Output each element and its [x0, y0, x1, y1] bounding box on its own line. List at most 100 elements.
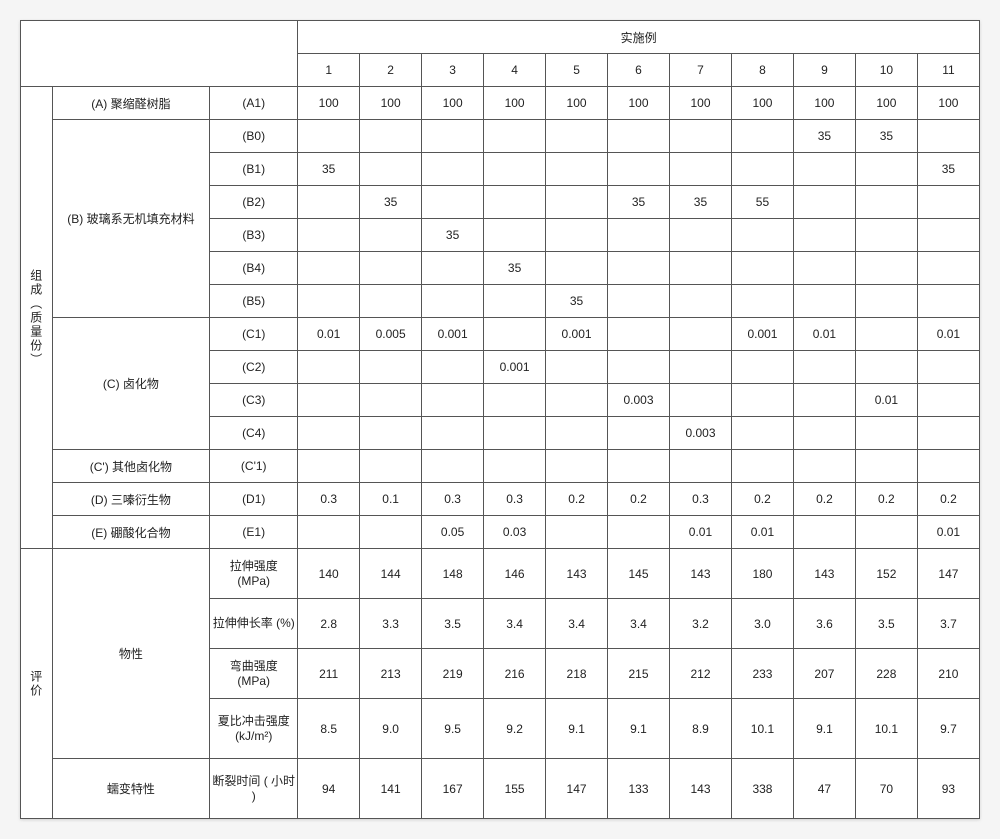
- cell: 0.001: [484, 351, 546, 384]
- cell: 9.1: [608, 699, 670, 759]
- cell: 210: [917, 649, 979, 699]
- cell: [484, 285, 546, 318]
- cell: [670, 318, 732, 351]
- col-8: 8: [731, 54, 793, 87]
- cell: [298, 417, 360, 450]
- cell: 0.003: [670, 417, 732, 450]
- code-B2: (B2): [210, 186, 298, 219]
- row-A1: 组成（质量份） (A) 聚缩醛树脂 (A1) 100 100 100 100 1…: [21, 87, 980, 120]
- cell: [298, 186, 360, 219]
- cell: [670, 450, 732, 483]
- cell: 0.01: [917, 516, 979, 549]
- cell: 8.5: [298, 699, 360, 759]
- cell: [422, 351, 484, 384]
- label-Cp: (C') 其他卤化物: [52, 450, 210, 483]
- col-7: 7: [670, 54, 732, 87]
- cell: [546, 186, 608, 219]
- cell: [298, 219, 360, 252]
- cell: 3.5: [855, 599, 917, 649]
- cell: [917, 120, 979, 153]
- cell: 148: [422, 549, 484, 599]
- cell: [731, 153, 793, 186]
- cell: [670, 120, 732, 153]
- cell: 338: [731, 759, 793, 819]
- cell: [546, 384, 608, 417]
- cell: 0.3: [422, 483, 484, 516]
- cell: [422, 450, 484, 483]
- cell: 0.2: [917, 483, 979, 516]
- cell: 9.1: [793, 699, 855, 759]
- cell: 100: [422, 87, 484, 120]
- cell: [298, 384, 360, 417]
- cell: [484, 417, 546, 450]
- cell: [298, 450, 360, 483]
- cell: 233: [731, 649, 793, 699]
- cell: [731, 219, 793, 252]
- code-B4: (B4): [210, 252, 298, 285]
- label-C: (C) 卤化物: [52, 318, 210, 450]
- code-Cp: (C'1): [210, 450, 298, 483]
- cell: 147: [917, 549, 979, 599]
- cell: [731, 417, 793, 450]
- cell: 9.7: [917, 699, 979, 759]
- cell: 143: [670, 759, 732, 819]
- code-C2: (C2): [210, 351, 298, 384]
- cell: [917, 384, 979, 417]
- col-10: 10: [855, 54, 917, 87]
- cell: [917, 219, 979, 252]
- cell: [608, 417, 670, 450]
- cell: [855, 450, 917, 483]
- cell: 218: [546, 649, 608, 699]
- cell: 0.3: [670, 483, 732, 516]
- cell: 0.01: [731, 516, 793, 549]
- cell: [484, 384, 546, 417]
- label-charpy: 夏比冲击强度 (kJ/m²): [210, 699, 298, 759]
- cell: [298, 351, 360, 384]
- cell: 143: [793, 549, 855, 599]
- cell: [422, 153, 484, 186]
- cell: [855, 351, 917, 384]
- cell: [855, 285, 917, 318]
- cell: 0.005: [360, 318, 422, 351]
- cell: 216: [484, 649, 546, 699]
- cell: [917, 351, 979, 384]
- cell: [360, 384, 422, 417]
- cell: 9.5: [422, 699, 484, 759]
- cell: [546, 417, 608, 450]
- cell: [298, 120, 360, 153]
- cell: 3.4: [484, 599, 546, 649]
- cell: [608, 351, 670, 384]
- cell: 47: [793, 759, 855, 819]
- cell: 167: [422, 759, 484, 819]
- cell: [360, 351, 422, 384]
- cell: [298, 285, 360, 318]
- label-elong: 拉伸伸长率 (%): [210, 599, 298, 649]
- cell: 152: [855, 549, 917, 599]
- cell: 100: [608, 87, 670, 120]
- cell: 100: [793, 87, 855, 120]
- cell: 0.001: [731, 318, 793, 351]
- cell: 180: [731, 549, 793, 599]
- cell: [546, 153, 608, 186]
- cell: [855, 252, 917, 285]
- cell: 0.2: [546, 483, 608, 516]
- col-1: 1: [298, 54, 360, 87]
- cell: [731, 351, 793, 384]
- cell: [422, 120, 484, 153]
- cell: [608, 120, 670, 153]
- cell: [917, 186, 979, 219]
- cell: 0.2: [731, 483, 793, 516]
- label-D: (D) 三嗪衍生物: [52, 483, 210, 516]
- cell: [360, 450, 422, 483]
- cell: [670, 285, 732, 318]
- row-B0: (B) 玻璃系无机填充材料 (B0) 3535: [21, 120, 980, 153]
- cell: [298, 516, 360, 549]
- cell: [793, 285, 855, 318]
- cell: [731, 285, 793, 318]
- cell: [793, 351, 855, 384]
- code-C4: (C4): [210, 417, 298, 450]
- cell: 100: [855, 87, 917, 120]
- code-B3: (B3): [210, 219, 298, 252]
- cell: [855, 318, 917, 351]
- col-6: 6: [608, 54, 670, 87]
